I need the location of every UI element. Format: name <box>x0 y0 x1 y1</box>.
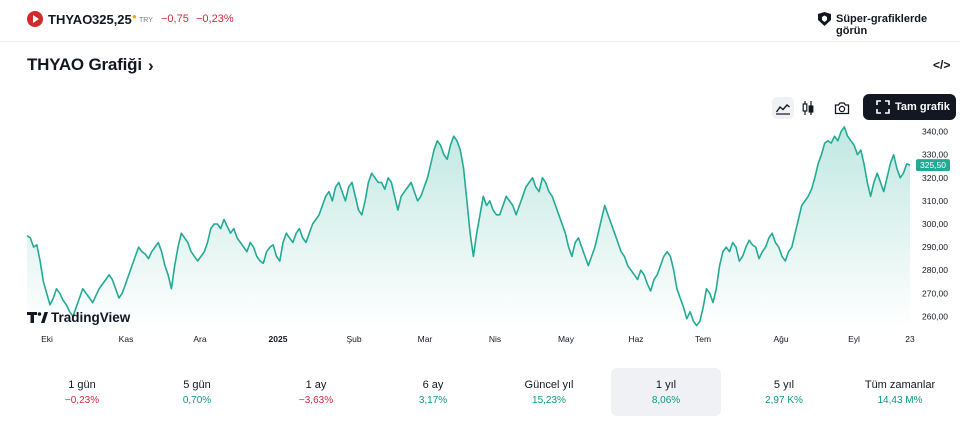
x-tick-label: 2025 <box>269 334 288 344</box>
camera-icon <box>834 102 850 115</box>
x-tick-label: Kas <box>119 334 134 344</box>
price-area <box>27 126 910 329</box>
symbol-name[interactable]: THYAO <box>48 12 93 27</box>
chevron-right-icon[interactable]: › <box>148 56 154 75</box>
period-tab-label: 1 gün <box>68 379 96 391</box>
y-tick-label: 330,00 <box>922 150 948 160</box>
period-tab[interactable]: 5 gün 0,70% <box>142 368 252 416</box>
candles-icon <box>802 101 814 115</box>
period-tab-label: 5 yıl <box>773 379 795 391</box>
period-tab[interactable]: Tüm zamanlar 14,43 M% <box>845 368 955 416</box>
period-tab[interactable]: 1 ay −3,63% <box>261 368 371 416</box>
x-tick-label: Şub <box>346 334 361 344</box>
period-tab-label: 6 ay <box>422 379 444 391</box>
top-bar: THYAO 325,25 ● TRY −0,75 −0,23% Süper-gr… <box>0 0 960 42</box>
period-tab-label: Tüm zamanlar <box>864 379 936 391</box>
period-tab-label: 1 yıl <box>655 379 677 391</box>
tradingview-logo-icon <box>27 312 37 323</box>
market-status-dot-icon: ● <box>132 12 137 21</box>
currency-label: TRY <box>139 17 153 24</box>
x-tick-label: Ara <box>193 334 207 344</box>
price-change-percent: −0,23% <box>196 13 234 25</box>
period-tab-label: Güncel yıl <box>524 379 574 391</box>
x-tick-label: Eki <box>41 334 53 344</box>
code-icon[interactable]: </> <box>933 58 951 72</box>
y-tick-label: 280,00 <box>922 265 948 275</box>
period-tab-label: 1 ay <box>305 379 327 391</box>
price-chart[interactable]: 340,00 330,00 320,00 310,00 300,00 290,00 280,… <box>0 120 960 350</box>
x-tick-label: May <box>558 334 575 344</box>
period-tab[interactable]: 1 gün −0,23% <box>27 368 137 416</box>
x-tick-label: Ağu <box>773 334 788 344</box>
symbol-logo-icon <box>27 11 43 27</box>
x-tick-label: Haz <box>628 334 643 344</box>
full-chart-label: Tam grafik <box>895 101 950 113</box>
price-line <box>26 126 911 327</box>
area-chart-button[interactable] <box>772 97 794 119</box>
x-tick-label: 23 <box>905 334 915 344</box>
tradingview-wordmark: TradingView <box>51 310 131 325</box>
y-tick-label: 340,00 <box>922 127 948 137</box>
super-charts-link[interactable]: Süper-grafiklerde görün <box>836 13 928 37</box>
period-tab-value: 14,43 M% <box>877 395 923 406</box>
x-tick-label: Mar <box>418 334 433 344</box>
area-chart-icon <box>775 104 790 115</box>
period-tab[interactable]: Güncel yıl 15,23% <box>494 368 604 416</box>
period-tab[interactable]: 6 ay 3,17% <box>378 368 488 416</box>
period-tab-value: 2,97 K% <box>765 395 803 406</box>
period-tab-value: 15,23% <box>532 395 566 406</box>
y-tick-label: 300,00 <box>922 219 948 229</box>
last-price: 325,25 <box>92 12 132 27</box>
period-tab[interactable]: 1 yıl 8,06% <box>611 368 721 416</box>
y-tick-label: 320,00 <box>922 173 948 183</box>
screenshot-button[interactable] <box>831 97 853 119</box>
x-tick-label: Eyl <box>848 334 860 344</box>
period-tab-value: 8,06% <box>651 395 681 406</box>
super-charts-icon[interactable] <box>817 12 832 26</box>
candles-button[interactable] <box>797 97 819 119</box>
fullscreen-icon <box>876 100 890 114</box>
period-tab-value: 0,70% <box>182 395 212 406</box>
last-value-label: 325,50 <box>920 160 946 170</box>
y-tick-label: 310,00 <box>922 196 948 206</box>
x-tick-label: Nis <box>489 334 501 344</box>
period-tab-value: −0,23% <box>64 395 100 406</box>
price-change: −0,75 <box>161 13 189 25</box>
full-chart-button[interactable]: Tam grafik <box>863 94 956 120</box>
y-tick-label: 290,00 <box>922 242 948 252</box>
last-value-badge: 325,50 <box>916 159 950 172</box>
y-tick-label: 270,00 <box>922 288 948 298</box>
period-tab-value: 3,17% <box>418 395 448 406</box>
tradingview-logo: TradingView <box>27 310 131 325</box>
period-tab[interactable]: 5 yıl 2,97 K% <box>729 368 839 416</box>
chart-title[interactable]: THYAO Grafiği <box>27 55 142 74</box>
period-tab-value: −3,63% <box>298 395 334 406</box>
period-tabs: 1 gün −0,23% 5 gün 0,70% 1 ay −3,63% 6 ay 3,17%… <box>0 368 960 418</box>
y-tick-label: 260,00 <box>922 311 948 321</box>
x-tick-label: Tem <box>695 334 711 344</box>
period-tab-label: 5 gün <box>183 379 211 391</box>
